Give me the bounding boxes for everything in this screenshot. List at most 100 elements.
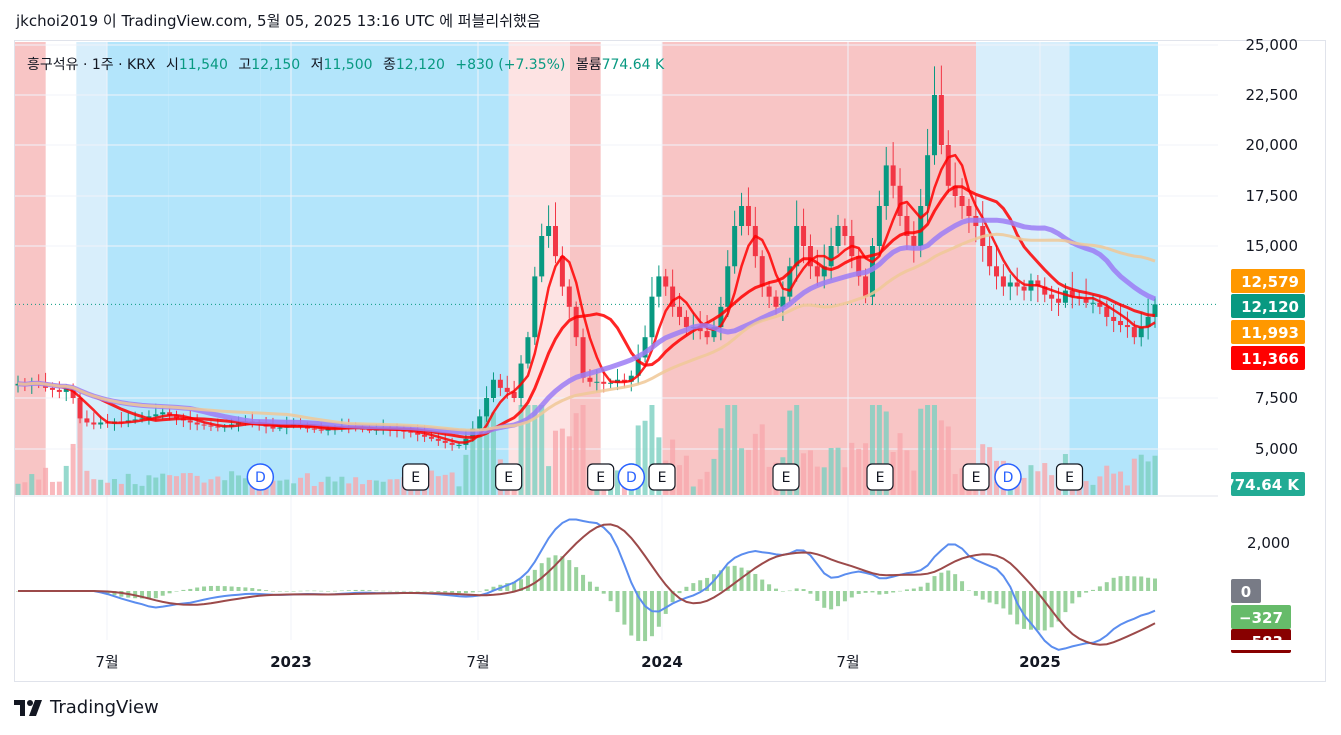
- volume-bar: [925, 405, 931, 495]
- macd-histogram-bar: [243, 587, 248, 591]
- volume-bar: [132, 484, 138, 495]
- candle-body: [153, 414, 159, 417]
- macd-histogram-bar: [1153, 578, 1157, 591]
- volume-bar: [380, 481, 386, 495]
- volume-bar: [325, 476, 331, 495]
- volume-bar: [484, 408, 490, 495]
- candle-body: [863, 276, 869, 297]
- tradingview-brand[interactable]: TradingView: [14, 697, 159, 718]
- macd-histogram-bar: [443, 591, 448, 593]
- volume-bar: [366, 479, 372, 495]
- volume-bar: [208, 479, 214, 495]
- macd-histogram-bar: [1015, 591, 1020, 625]
- open-value: 11,540: [178, 57, 228, 73]
- candle-body: [773, 296, 779, 307]
- macd-histogram-bar: [277, 591, 282, 592]
- candle-body: [876, 206, 882, 246]
- candle-body: [270, 426, 276, 429]
- event-label: E: [1065, 470, 1074, 486]
- volume-bar: [1118, 471, 1124, 495]
- candle-body: [1083, 298, 1089, 303]
- volume-bar: [63, 465, 69, 495]
- macd-histogram-bar: [994, 591, 999, 605]
- tradingview-logo-icon: [14, 699, 42, 716]
- macd-histogram-bar: [140, 591, 145, 599]
- price-badge-label: 11,993: [1241, 324, 1299, 342]
- macd-histogram-bar: [808, 591, 813, 594]
- volume-bar: [318, 481, 324, 495]
- candle-body: [1131, 327, 1137, 338]
- candle-body: [490, 379, 496, 398]
- macd-histogram-bar: [381, 590, 386, 592]
- candle-body: [311, 428, 317, 430]
- candle-body: [573, 306, 579, 338]
- ma-line-short: [17, 153, 1156, 444]
- brand-label: TradingView: [50, 697, 159, 718]
- macd-histogram-bar: [918, 586, 923, 591]
- macd-histogram-bar: [395, 590, 399, 592]
- volume-bar: [1111, 473, 1117, 495]
- macd-histogram-bar: [374, 590, 379, 592]
- volume-bar: [1028, 465, 1034, 495]
- macd-histogram-bar: [174, 591, 179, 592]
- volume-bar: [683, 455, 689, 495]
- price-badge-bg: [1231, 346, 1305, 370]
- volume-bar: [904, 450, 910, 495]
- candle-body: [215, 426, 221, 428]
- event-marker-E: E: [587, 463, 615, 491]
- event-label: E: [596, 470, 605, 486]
- macd-badge-bg: [1231, 579, 1261, 603]
- volume-bar: [759, 424, 765, 495]
- candle-body: [897, 185, 903, 216]
- bg-zone-3: [168, 42, 261, 495]
- x-tick-label: 7월: [466, 653, 489, 671]
- symbol-label[interactable]: 흥구석유 · 1주 · KRX: [27, 57, 156, 73]
- volume-bar: [897, 433, 903, 495]
- volume-bar: [573, 413, 579, 495]
- candle-body: [780, 296, 786, 307]
- macd-histogram-bar: [1090, 589, 1095, 591]
- symbol-legend: 흥구석유 · 1주 · KRX 시11,540 고12,150 저11,500 …: [27, 54, 670, 74]
- x-tick-label: 2023: [270, 653, 312, 671]
- candle-body: [366, 429, 372, 431]
- macd-histogram-bar: [181, 589, 186, 591]
- candle-body: [938, 95, 944, 145]
- macd-histogram-bar: [601, 591, 606, 594]
- volume-bar: [766, 466, 772, 495]
- event-label: E: [782, 470, 791, 486]
- macd-histogram-bar: [305, 590, 310, 592]
- candle-body: [835, 226, 841, 246]
- signal-line: [18, 523, 1156, 646]
- candle-body: [987, 246, 993, 267]
- macd-histogram-bar: [939, 572, 944, 591]
- macd-histogram-bar: [1125, 575, 1130, 591]
- macd-histogram-bar: [615, 591, 620, 613]
- open-label: 시: [165, 57, 179, 73]
- earnings-icon: [962, 463, 990, 491]
- candle-body: [497, 379, 503, 388]
- candle-body: [945, 145, 951, 186]
- candle-body: [477, 416, 483, 429]
- volume-bar: [146, 475, 152, 495]
- candle-body: [814, 266, 820, 277]
- volume-bar: [931, 405, 937, 495]
- macd-histogram-bar: [1077, 591, 1082, 598]
- candle-body: [732, 226, 738, 267]
- volume-bar: [580, 405, 586, 495]
- volume-bar: [394, 479, 400, 495]
- volume-bar: [125, 473, 131, 495]
- event-marker-E: E: [495, 463, 523, 491]
- macd-histogram-bar: [525, 575, 530, 591]
- event-marker-D: D: [246, 463, 275, 491]
- macd-histogram-bar: [677, 591, 682, 594]
- volume-bar: [298, 477, 304, 495]
- volume-bar: [690, 486, 696, 495]
- macd-histogram-bar: [1022, 591, 1027, 629]
- volume-bar: [187, 473, 193, 495]
- macd-histogram-bar: [553, 555, 558, 591]
- volume-bar: [173, 476, 179, 495]
- candle-body: [994, 266, 1000, 277]
- macd-histogram-bar: [222, 586, 227, 591]
- volume-bar: [36, 479, 42, 495]
